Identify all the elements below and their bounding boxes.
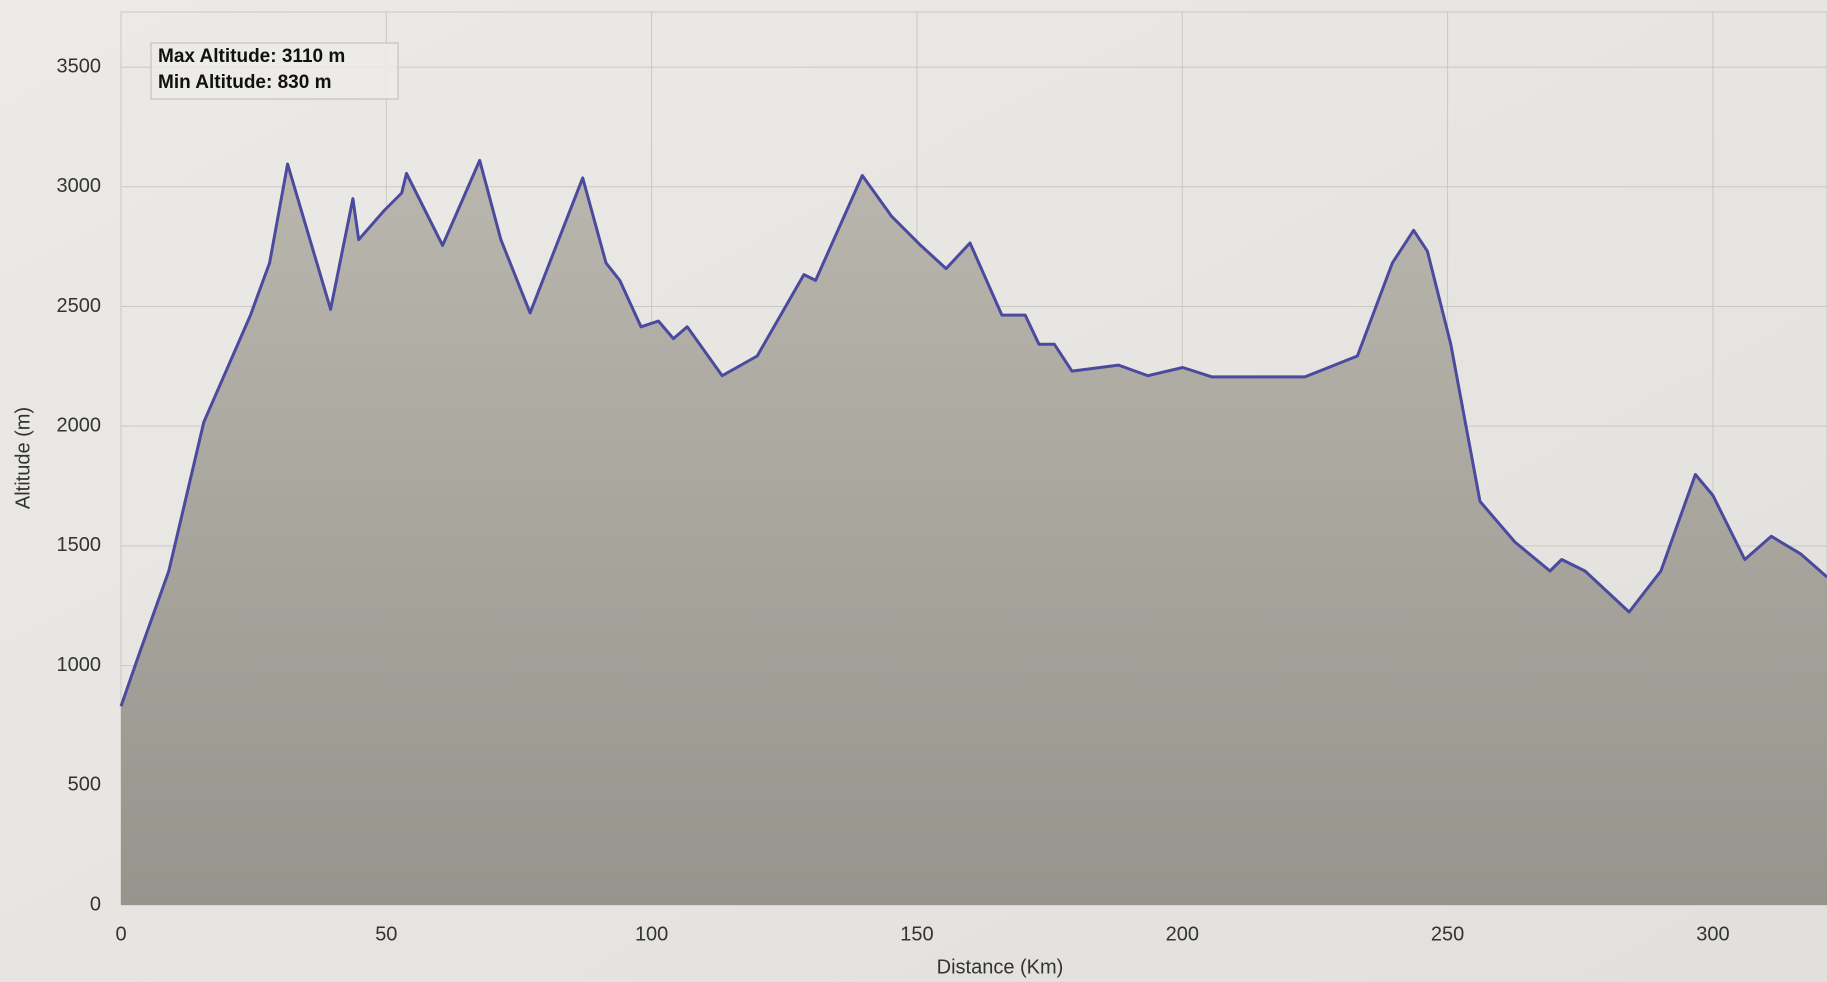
x-tick-label: 250 [1431, 923, 1464, 945]
area [121, 160, 1827, 905]
y-tick-label: 500 [68, 774, 101, 796]
annotation: Min Altitude: 830 m [158, 72, 331, 93]
y-tick-label: 1000 [57, 654, 102, 676]
x-axis-label: Distance (Km) [937, 956, 1064, 978]
y-tick-label: 0 [90, 893, 101, 915]
y-tick-label: 2500 [57, 295, 102, 317]
line [119, 158, 1827, 707]
y-axis-label: Altitude (m) [12, 407, 34, 509]
annotation-box [150, 42, 399, 100]
x-tick-label: 100 [635, 923, 668, 945]
y-tick-label: 1500 [57, 534, 102, 556]
y-tick-label: 3500 [57, 55, 102, 77]
x-tick-label: 300 [1696, 923, 1729, 945]
x-tick-label: 150 [900, 923, 933, 945]
x-tick-label: 0 [115, 923, 126, 945]
annotation: Max Altitude: 3110 m [158, 46, 345, 67]
x-tick-label: 200 [1166, 923, 1199, 945]
y-tick-label: 3000 [57, 175, 102, 197]
y-tick-label: 2000 [57, 414, 102, 436]
x-tick-label: 50 [375, 923, 397, 945]
